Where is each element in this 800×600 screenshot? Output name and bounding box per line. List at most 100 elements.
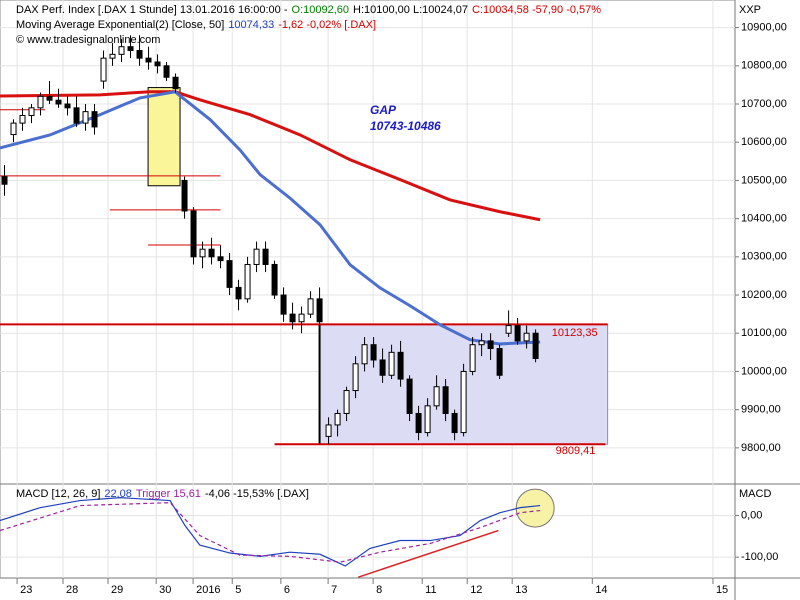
candle-body <box>208 248 215 258</box>
candle-body <box>10 122 17 136</box>
candle-body <box>343 390 350 414</box>
x-tick-label: 15 <box>716 584 728 596</box>
candle-body <box>370 344 377 361</box>
candle-body <box>523 332 530 342</box>
candle-body <box>1 176 8 185</box>
candle-body <box>199 248 206 258</box>
candle-body <box>397 351 404 380</box>
x-tick-label: 28 <box>66 584 78 596</box>
y-tick-label: 9800,00 <box>741 442 781 454</box>
candle-body <box>460 370 467 434</box>
candle-body <box>172 76 179 90</box>
header-item: 22,08 <box>104 488 132 500</box>
candle-body <box>298 313 305 323</box>
candle-body <box>82 111 89 124</box>
candle-body <box>235 286 242 300</box>
candle-body <box>352 363 359 392</box>
credit: © www.tradesignalonline.com <box>16 34 161 46</box>
macd-line <box>0 502 541 563</box>
header-item: MACD [12, 26, 9] <box>16 488 101 500</box>
x-tick-label: 5 <box>235 584 241 596</box>
level-label: 10123,35 <box>552 327 598 339</box>
y-tick-label: 10000,00 <box>741 365 787 377</box>
candle-body <box>181 179 188 212</box>
candle-body <box>280 294 287 315</box>
candle-body <box>55 99 62 105</box>
moving-average <box>0 90 541 346</box>
candle-body <box>334 412 341 426</box>
candle-body <box>244 263 251 300</box>
candle-body <box>37 95 44 109</box>
candle-body <box>532 332 539 359</box>
candle-body <box>154 61 161 67</box>
y-tick-label: 10800,00 <box>741 60 787 72</box>
candle-body <box>271 263 278 296</box>
candle-body <box>316 298 323 323</box>
y-tick-label: -100,00 <box>741 551 778 563</box>
candle-body <box>262 248 269 265</box>
candle-body <box>136 50 143 59</box>
candle-body <box>64 103 71 109</box>
candle-body <box>307 298 314 315</box>
marks: GAP 10743-10486 10123,35 9809,41 <box>0 35 609 578</box>
gap-label: 10743-10486 <box>370 119 441 133</box>
x-tick-label: 2016 <box>196 584 220 596</box>
gap-box <box>147 87 181 187</box>
macd-header: MACD [12, 26, 9] 22,08 Trigger 15,61 -4,06 … <box>16 488 313 501</box>
y-tick-label: 10700,00 <box>741 98 787 110</box>
price-header: DAX Perf. Index [.DAX 1 Stunde] 13.01.20… <box>16 4 605 17</box>
candle-body <box>91 111 98 128</box>
candle-body <box>505 325 512 334</box>
macd-line <box>0 497 541 567</box>
y-tick-label: 10100,00 <box>741 327 787 339</box>
candle-body <box>406 378 413 414</box>
candle-body <box>442 386 449 414</box>
header-item: Trigger 15,61 <box>135 488 201 500</box>
candle-body <box>109 53 116 59</box>
candle-body <box>19 114 26 124</box>
x-tick-label: 12 <box>470 584 482 596</box>
candle-body <box>325 424 332 437</box>
header-item: -4,06 -15,53% [.DAX] <box>204 488 309 500</box>
plot-frame <box>0 0 736 579</box>
x-tick-label: 30 <box>159 584 171 596</box>
candle-body <box>190 210 197 258</box>
candle-body <box>217 256 224 262</box>
candle-body <box>379 359 386 376</box>
candle-body <box>388 351 395 376</box>
y-tick-label: 10400,00 <box>741 213 787 225</box>
header-item: O:10092,60 <box>291 4 350 16</box>
candle-body <box>100 57 107 82</box>
candle-body <box>514 325 521 342</box>
header-item: Moving Average Exponential(2) [Close, 50… <box>16 19 225 31</box>
x-tick-label: 8 <box>376 584 382 596</box>
candle-body <box>73 107 80 124</box>
axis-title: MACD <box>739 488 771 500</box>
y-tick-label: 0,00 <box>741 509 762 521</box>
y-tick-label: 10200,00 <box>741 289 787 301</box>
candle-body <box>424 405 431 434</box>
candle-body <box>253 248 260 265</box>
candle-body <box>163 65 170 78</box>
axis-title: XXP <box>739 4 761 16</box>
candle-body <box>226 260 233 288</box>
x-tick-label: 14 <box>595 584 607 596</box>
header-item: DAX Perf. Index [.DAX 1 Stunde] 13.01.20… <box>16 4 288 16</box>
header-item: -1,62 -0,02% [.DAX] <box>278 19 377 31</box>
candle-body <box>478 340 485 346</box>
candle-body <box>361 344 368 365</box>
candle-body <box>415 412 422 434</box>
candle-body <box>118 46 125 55</box>
header-item: H:10100,00 L:10024,07 <box>353 4 469 16</box>
candle-body <box>496 348 503 376</box>
candle-body <box>469 344 476 372</box>
x-tick-label: 23 <box>20 584 32 596</box>
candle-body <box>127 46 134 52</box>
moving-average <box>0 90 541 222</box>
candle-body <box>289 313 296 323</box>
gap-label: GAP <box>370 103 397 117</box>
y-tick-label: 10900,00 <box>741 22 787 34</box>
level-label: 9809,41 <box>556 445 596 457</box>
